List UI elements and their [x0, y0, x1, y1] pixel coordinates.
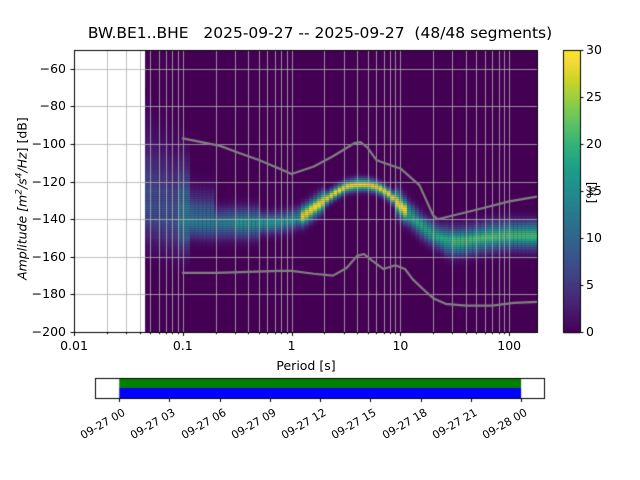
colorbar-tick-label: 5 [586, 277, 594, 292]
y-tick-label: −100 [31, 136, 66, 151]
colorbar-tick-label: 0 [586, 324, 594, 339]
y-tick-label: −120 [31, 173, 66, 189]
colorbar-tick-label: 25 [586, 89, 602, 104]
y-tick-label: −160 [31, 248, 66, 264]
colorbar-tick-label: 20 [586, 136, 602, 151]
x-tick-label: 0.1 [172, 338, 193, 353]
x-tick-label: 0.01 [60, 338, 88, 353]
x-tick-label: 1 [287, 338, 296, 353]
x-axis-label: Period [s] [276, 358, 336, 373]
y-tick-label: −140 [31, 211, 66, 227]
x-tick-label: 100 [497, 338, 522, 353]
page-title: BW.BE1..BHE 2025-09-27 -- 2025-09-27 (48… [87, 24, 553, 42]
y-tick-label: −80 [39, 98, 66, 114]
y-tick-label: −200 [31, 324, 66, 339]
colorbar-tick-label: 30 [586, 42, 602, 57]
y-tick-label: −180 [31, 286, 66, 302]
x-tick-label: 10 [392, 338, 409, 353]
colorbar-tick-label: 10 [586, 230, 602, 245]
y-tick-label: −60 [39, 60, 66, 76]
colorbar-tick-label: 15 [586, 183, 602, 198]
